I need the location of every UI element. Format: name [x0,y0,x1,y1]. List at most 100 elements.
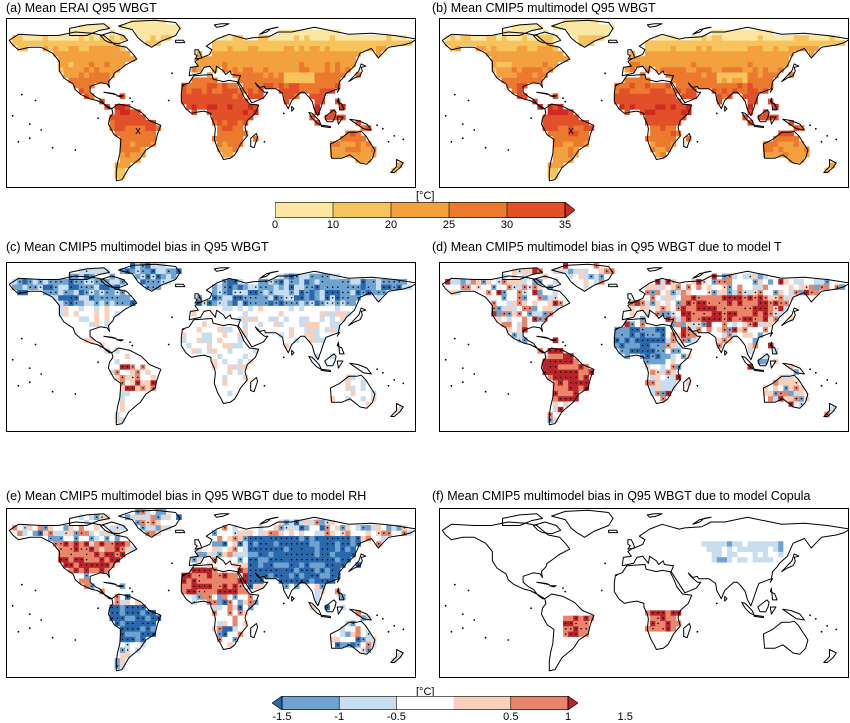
significance-dot [214,559,216,561]
grid-cell [104,67,110,73]
grid-cell [350,536,356,542]
grid-cell [243,67,249,73]
grid-cell [712,40,718,46]
grid-cell [558,147,564,153]
significance-dot [785,387,787,389]
grid-cell [563,385,569,391]
significance-dot [117,292,119,294]
significance-dot [317,522,319,524]
grid-cell [753,88,759,94]
grid-cell [22,279,28,285]
island-dot [564,101,566,103]
grid-cell [53,536,59,542]
grid-cell [558,56,564,62]
grid-cell [227,62,233,68]
significance-dot [71,564,73,566]
grid-cell [284,337,290,343]
significance-dot [137,617,139,619]
grid-cell [732,51,738,57]
grid-cell [650,46,656,52]
grid-cell [202,88,208,94]
grid-cell [315,583,321,589]
grid-cell [527,295,533,301]
grid-cell [181,337,187,343]
significance-dot [132,387,134,389]
grid-cell [584,369,590,375]
island-dot [485,391,487,393]
grid-cell [217,348,223,354]
grid-cell [79,77,85,83]
grid-cell [496,284,502,290]
significance-dot [199,570,201,572]
grid-cell [491,536,497,542]
grid-cell [325,46,331,52]
grid-cell [325,306,331,312]
grid-cell [481,46,487,52]
grid-cell [192,337,198,343]
grid-cell [527,77,533,83]
grid-cell [99,51,105,57]
grid-cell [125,546,131,552]
grid-cell [115,173,121,179]
grid-cell [233,343,239,349]
grid-cell [227,147,233,153]
significance-dot [519,270,521,272]
grid-cell [650,284,656,290]
significance-dot [698,318,700,320]
grid-cell [768,279,774,285]
significance-dot [709,318,711,320]
grid-cell [758,284,764,290]
grid-cell [192,93,198,99]
grid-cell [686,62,692,68]
grid-cell [804,279,810,285]
grid-cell [227,295,233,301]
grid-cell [325,316,331,322]
grid-cell [217,104,223,110]
significance-dot [132,302,134,304]
significance-dot [780,297,782,299]
grid-cell [748,56,754,62]
island-dot [809,124,811,126]
grid-cell [625,348,631,354]
grid-cell [135,514,141,520]
grid-cell [74,72,80,78]
significance-dot [662,329,664,331]
grid-cell [299,321,305,327]
grid-cell [248,88,254,94]
grid-cell [110,62,116,68]
grid-cell [568,115,574,121]
island-dot [382,618,384,620]
significance-dot [342,302,344,304]
grid-cell [299,56,305,62]
significance-dot [575,377,577,379]
significance-dot [683,308,685,310]
grid-cell [279,72,285,78]
significance-dot [550,419,552,421]
significance-dot [86,286,88,288]
significance-dot [342,281,344,283]
significance-dot [560,398,562,400]
grid-cell [701,327,707,333]
grid-cell [630,104,636,110]
grid-cell [655,83,661,89]
grid-cell [376,46,382,52]
grid-cell [79,300,85,306]
grid-cell [217,83,223,89]
grid-cell [294,327,300,333]
significance-dot [673,366,675,368]
grid-cell [732,316,738,322]
island-dot [562,341,564,343]
grid-cell [630,93,636,99]
grid-cell [233,631,239,637]
significance-dot [652,339,654,341]
significance-dot [137,522,139,524]
grid-cell [350,530,356,536]
significance-dot [524,308,526,310]
grid-cell [671,136,677,142]
significance-dot [219,554,221,556]
island-dot [616,84,618,86]
significance-dot [112,543,114,545]
grid-cell [558,385,564,391]
grid-cell [217,88,223,94]
grid-cell [712,35,718,41]
